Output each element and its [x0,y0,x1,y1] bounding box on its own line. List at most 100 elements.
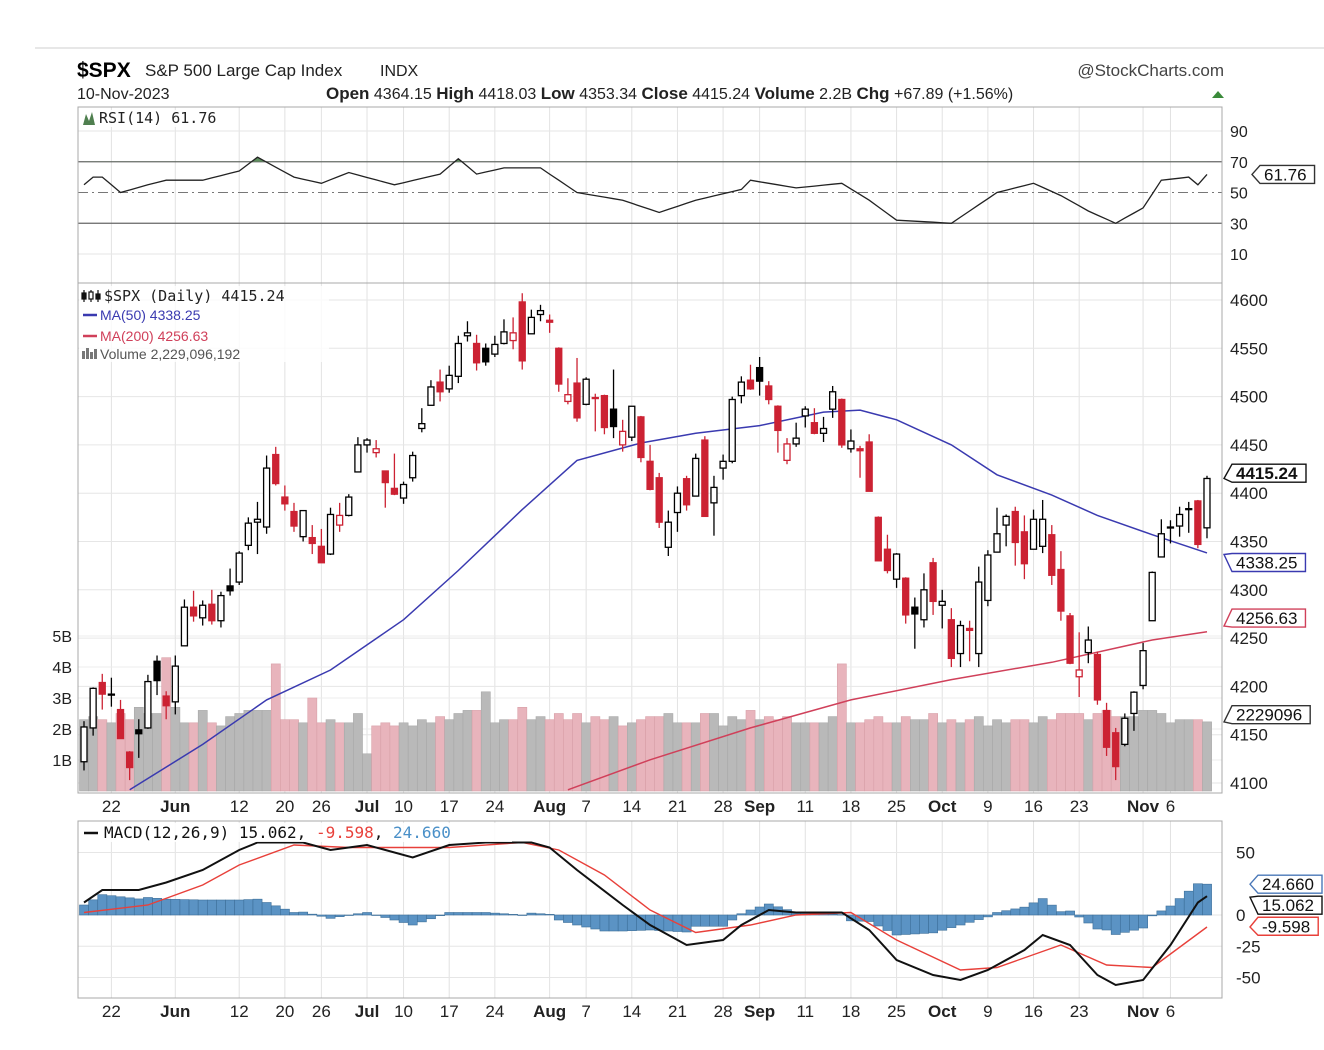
volume-bar [197,710,208,792]
volume-bar [900,716,911,792]
x-tick-label: 9 [983,797,992,816]
candle-body [810,422,819,434]
macd-histogram-bar [910,914,920,935]
macd-histogram-bar [1019,906,1030,916]
candle-body [244,522,252,547]
macd-histogram-bar [900,914,911,935]
macd-histogram-bar [1165,905,1176,916]
volume-bar [599,719,610,792]
macd-signal-tag: -9.598 [1262,917,1310,936]
volume-bar [827,716,838,792]
volume-tick-label: 4B [52,660,72,677]
macd-histogram-bar [1083,914,1094,924]
volume-bar [1193,719,1203,792]
x-tick-label: Oct [928,797,957,816]
candle-body [491,343,499,355]
volume-bar [270,663,281,792]
panel-frames [77,106,1223,999]
candle-body [783,443,791,462]
volume-bar [97,719,108,792]
price-legend: $SPX (Daily) 4415.24 MA(50) 4338.25 MA(2… [79,286,329,362]
macd-histogram-bar [179,899,190,916]
price-tick-label: 4150 [1230,726,1268,745]
macd-histogram-bar [353,913,363,916]
candle-body [89,687,97,729]
x-tick-label: 6 [1166,797,1175,816]
header: $SPX S&P 500 Large Cap Index INDX @Stock… [77,59,1224,103]
candle-body [381,470,389,484]
macd-histogram-bar [462,912,473,916]
symbol: $SPX [77,59,131,82]
macd-histogram-bar [572,914,582,926]
x-tick-label: 28 [714,797,733,816]
candle-body [911,606,919,615]
candle-body [226,585,234,592]
x-tick-label: Nov [1127,797,1160,816]
candle-body [591,396,599,400]
high-label: High [436,84,474,103]
volume-bar [1074,713,1085,792]
volume-value-tag-box [1222,705,1311,725]
macd-histogram-bar [1028,902,1039,916]
volume-bar [563,719,573,792]
macd-histogram-bar [1056,911,1066,916]
ma-lines [129,409,1208,791]
macd-histogram-bar [1092,914,1103,930]
macd-legend-name: MACD(12,26,9) [104,823,229,842]
candle-body [463,332,472,337]
candle-body [1057,568,1065,612]
candle-body [354,444,362,473]
candle-body [555,347,563,385]
volume-bar [362,753,372,792]
volume-bar [334,722,345,792]
volume-bar [207,722,217,792]
macd-histogram-bar [417,914,427,923]
candle-icon [81,290,101,302]
candle-body [1011,510,1019,544]
volume-bar [280,719,290,792]
candle-body [984,554,992,602]
candle-body [874,516,882,562]
candle-body [609,408,618,428]
x-tick-label: 11 [796,797,814,816]
macd-histogram-bar [745,909,756,916]
brand-logo[interactable]: @StockCharts.com [1077,61,1224,80]
x-tick-label: 16 [1024,797,1043,816]
x-tick-label: 17 [440,797,459,816]
volume-bar [389,725,400,792]
macd-histogram-bar [362,912,372,916]
volume-bar [1001,722,1012,792]
x-tick-label: Sep [744,797,775,816]
ma200-value-tag-box [1222,608,1307,628]
volume-bar [1174,719,1185,792]
macd-histogram-bar [983,914,993,918]
macd-value-tag: 15.062 [1262,896,1314,915]
macd-histogram-bar [709,914,719,927]
volume-bar [426,722,436,792]
candle-body [728,398,736,462]
macd-histogram-bar [389,914,400,921]
macd-histogram-bar [553,914,564,921]
macd-histogram-bar [325,914,336,919]
candle-body [427,386,435,406]
x-tick-label: 18 [841,797,860,816]
macd-histogram-bar [371,914,382,916]
volume-bar [380,722,391,792]
volume-label: Volume [755,84,815,103]
volume-bar [1028,722,1039,792]
volume-bar [490,722,500,792]
macd-histogram-bar [992,912,1002,916]
x-tick-label: 26 [312,1002,331,1021]
x-tick-label: 26 [312,797,331,816]
candle-body [1020,531,1029,565]
macd-histogram-bar [1046,904,1057,916]
macd-histogram-bar [79,904,89,916]
volume-bar [654,716,665,792]
high-value: 4418.03 [478,86,536,103]
macd-histogram-tag-box [1249,874,1323,894]
volume-bar [754,719,765,792]
candle-body [664,521,672,548]
macd-histogram-bar [1138,914,1148,929]
volume-bar [864,719,875,792]
macd-histogram-bar [955,914,966,926]
